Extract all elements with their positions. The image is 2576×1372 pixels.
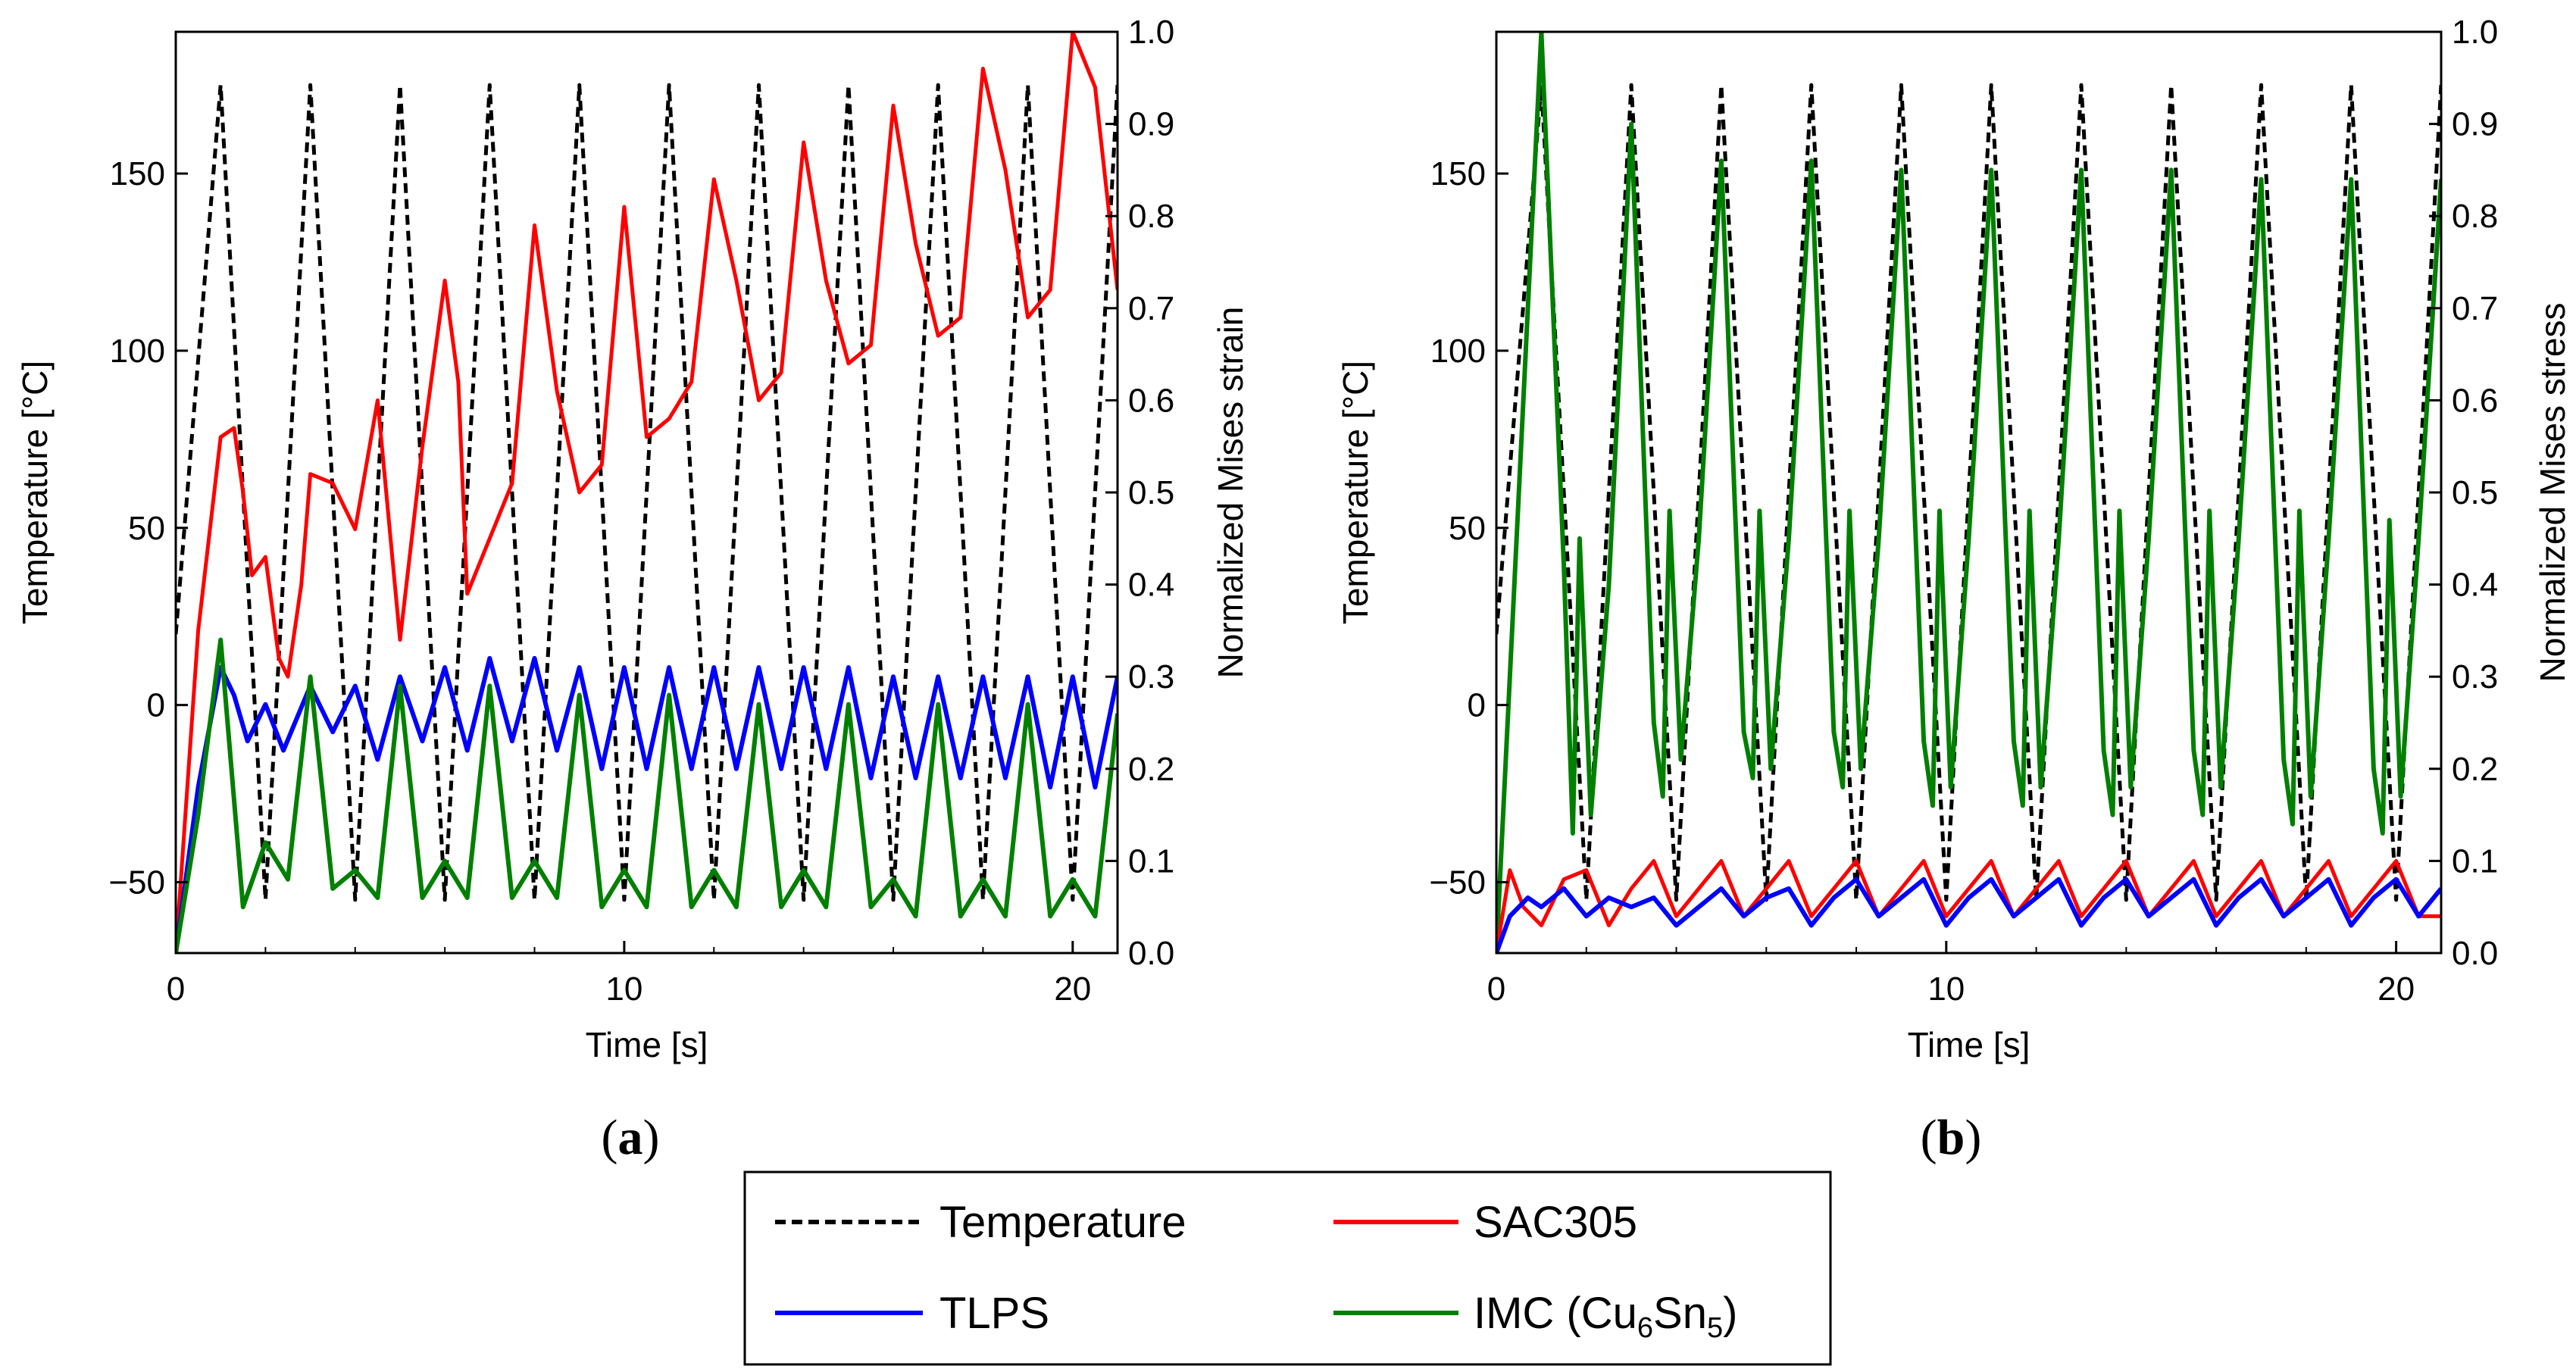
legend-label-imc: IMC (Cu6Sn5)	[1474, 1289, 1737, 1344]
y-left-tick-label: 150	[1430, 155, 1486, 192]
series-line-temperature	[176, 83, 1118, 902]
y-right-tick-label: 0.2	[2452, 751, 2498, 788]
x-tick-label: 20	[2377, 970, 2415, 1008]
series-group	[176, 32, 1118, 953]
x-axis-title: Time [s]	[1908, 1025, 2030, 1064]
y-left-axis-title: Temperature [°C]	[1336, 361, 1375, 624]
chart-panel-b: 0 10 20 −50 0 50 100 150 0.0 0.1 0.2 0.3 0.4 0.5 0.6 0.…	[1336, 14, 2572, 1064]
y-right-tick-label: 0.9	[1128, 106, 1174, 143]
panel-label-b: (b)	[1921, 1110, 1982, 1165]
series-line-sac305	[176, 32, 1118, 953]
y-right-tick-label: 0.1	[2452, 842, 2498, 880]
y-right-tick-label: 0.0	[1128, 935, 1174, 972]
y-left-tick-label: −50	[108, 864, 165, 901]
series-line-imc-cu6sn5	[176, 637, 1118, 953]
chart-panel-a: 0 10 20 −50 0 50 100 150 0.0 0.1 0.2 0.3 0.4 0.5 0.6 0.…	[15, 14, 1250, 1064]
y-left-tick-label: 50	[1449, 510, 1486, 547]
y-right-tick-label: 0.1	[1128, 842, 1174, 880]
panel-label-a: (a)	[602, 1110, 660, 1165]
legend: Temperature SAC305 TLPS IMC (Cu6Sn5)	[743, 1170, 1832, 1366]
x-axis-title: Time [s]	[586, 1025, 708, 1064]
y-right-tick-label: 0.5	[2452, 474, 2498, 511]
x-tick-label: 0	[1487, 970, 1505, 1008]
y-left-axis-title: Temperature [°C]	[15, 361, 55, 624]
y-right-tick-label: 1.0	[2452, 14, 2498, 51]
series-line-temperature	[1496, 83, 2441, 902]
y-left-tick-label: 50	[128, 510, 165, 547]
y-right-tick-label: 0.3	[1128, 658, 1174, 695]
x-tick-label: 20	[1054, 970, 1091, 1008]
y-left-tick-label: 100	[110, 333, 165, 370]
y-left-tick-label: 0	[1468, 687, 1486, 724]
y-right-tick-label: 0.8	[2452, 198, 2498, 235]
y-right-tick-label: 0.9	[2452, 106, 2498, 143]
y-right-tick-label: 0.4	[2452, 567, 2498, 604]
series-line-imc-cu6sn5	[1496, 32, 2441, 953]
y-right-tick-label: 0.5	[1128, 474, 1174, 511]
y-right-tick-label: 0.7	[1128, 290, 1174, 327]
y-right-tick-label: 0.6	[1128, 382, 1174, 419]
y-right-tick-label: 0.2	[1128, 751, 1174, 788]
y-left-tick-label: −50	[1429, 864, 1486, 901]
legend-label-tlps: TLPS	[939, 1289, 1049, 1338]
series-line-tlps	[1496, 877, 2441, 953]
y-right-tick-label: 1.0	[1128, 14, 1174, 51]
y-right-tick-label: 0.4	[1128, 567, 1174, 604]
x-tick-label: 10	[605, 970, 642, 1008]
x-tick-label: 0	[167, 970, 185, 1008]
y-right-axis-title: Normalized Mises stress	[2533, 303, 2572, 683]
legend-box	[743, 1170, 1832, 1366]
y-left-tick-label: 150	[110, 155, 165, 192]
y-right-tick-label: 0.0	[2452, 935, 2498, 972]
y-right-tick-label: 0.8	[1128, 198, 1174, 235]
y-right-tick-label: 0.3	[2452, 658, 2498, 695]
y-right-tick-label: 0.6	[2452, 382, 2498, 419]
y-left-tick-label: 100	[1430, 333, 1486, 370]
x-tick-label: 10	[1927, 970, 1965, 1008]
legend-label-sac305: SAC305	[1474, 1198, 1637, 1247]
legend-label-temperature: Temperature	[939, 1198, 1186, 1247]
y-left-tick-label: 0	[147, 687, 165, 724]
y-right-tick-label: 0.7	[2452, 290, 2498, 327]
series-group	[1496, 32, 2441, 953]
y-right-axis-title: Normalized Mises strain	[1211, 307, 1250, 679]
